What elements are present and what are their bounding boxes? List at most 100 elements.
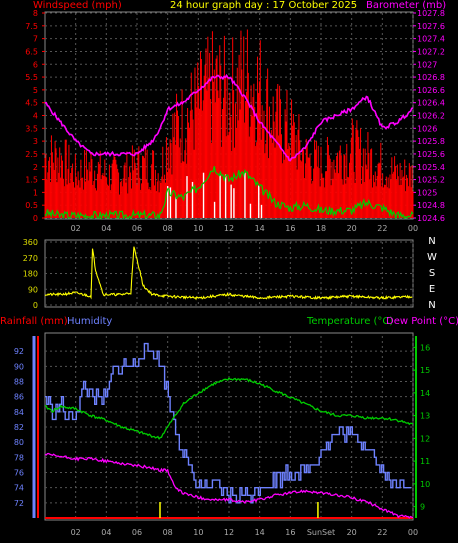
temp-x-tick-label: 08 [163,528,173,537]
chart-title: 24 hour graph day : 17 October 2025 [170,0,358,11]
direction-y-tick-label: 360 [23,238,38,247]
temperature-y-tick-label: 10 [420,480,430,489]
wind-y-tick-label: 6.5 [25,47,38,56]
wind-x-tick-label: 00 [408,224,418,233]
barometer-y-tick-label: 1026.6 [417,86,445,95]
rainfall-axis-title: Rainfall (mm) [0,316,68,327]
temp-x-tick-label: 12 [224,528,234,537]
barometer-y-tick-label: 1027 [417,60,437,69]
barometer-axis-title: Barometer (mb) [366,0,447,11]
humidity-y-tick-label: 86 [14,393,24,402]
wind-x-tick-label: 02 [71,224,81,233]
wind-x-tick-label: 16 [285,224,295,233]
compass-label: S [429,268,435,279]
barometer-y-tick-label: 1025.6 [417,150,445,159]
wind-direction-line [44,246,413,301]
humidity-y-tick-label: 92 [14,347,24,356]
barometer-y-tick-label: 1027.2 [417,47,445,56]
barometer-y-tick-label: 1026.4 [417,99,445,108]
direction-y-tick-label: 180 [23,270,38,279]
barometer-y-tick-label: 1025.2 [417,176,445,185]
wind-y-tick-label: 2.5 [25,150,38,159]
humidity-y-tick-label: 90 [14,362,24,371]
temperature-y-tick-label: 12 [420,434,430,443]
temp-x-tick-label: 06 [132,528,142,537]
barometer-y-tick-label: 1027.8 [417,9,445,18]
compass-label: E [429,284,435,295]
temperature-axis-title: Temperature (°C) [307,316,394,327]
wind-y-tick-label: 0 [33,214,38,223]
series-layer [44,29,414,519]
humidity-line [45,342,412,504]
barometer-line [44,73,414,162]
barometer-y-tick-label: 1027.4 [417,35,445,44]
wind-y-tick-label: 1 [33,188,38,197]
wind-x-tick-label: 22 [377,224,387,233]
wind-x-tick-label: 14 [255,224,265,233]
wind-x-tick-label: 20 [347,224,357,233]
wind-y-tick-label: 3 [33,137,38,146]
humidity-y-tick-label: 82 [14,423,24,432]
temperature-y-tick-label: 15 [420,366,430,375]
temp-x-tick-label: 04 [101,528,111,537]
humidity-y-tick-label: 76 [14,469,24,478]
temp-x-tick-label: 02 [71,528,81,537]
temp-x-tick-label: 20 [347,528,357,537]
compass-label: N [428,300,435,311]
barometer-y-tick-label: 1025 [417,188,437,197]
wind-y-tick-label: 7 [33,35,38,44]
wind-y-tick-label: 7.5 [25,22,38,31]
direction-y-tick-label: 0 [33,301,38,310]
wind-y-tick-label: 5.5 [25,73,38,82]
wind-y-tick-label: 5 [33,86,38,95]
humidity-y-tick-label: 80 [14,438,24,447]
wind-x-tick-label: 18 [316,224,326,233]
temperature-line [44,377,414,440]
humidity-axis-title: Humidity [67,316,113,327]
wind-y-tick-label: 0.5 [25,201,38,210]
temp-x-tick-label: 22 [377,528,387,537]
wind-y-tick-label: 3.5 [25,124,38,133]
direction-y-tick-label: 270 [23,254,38,263]
humidity-y-tick-label: 84 [14,408,24,417]
compass-label: N [428,236,435,247]
wind-x-tick-label: 06 [132,224,142,233]
wind-x-tick-label: 10 [193,224,203,233]
temp-x-tick-label: 14 [255,528,265,537]
tick-layer: 8 7.5 7 6.5 6 5.5 5 4.5 4 3.5 3 2.5 2 1.5 1 0.5 0 1027.8 1… [14,9,445,537]
wind-y-tick-label: 6 [33,60,38,69]
wind-x-tick-label: 12 [224,224,234,233]
barometer-y-tick-label: 1025.8 [417,137,445,146]
average-wind-line [44,166,414,221]
temperature-y-tick-label: 14 [420,389,430,398]
temperature-y-tick-label: 9 [420,503,425,512]
humidity-y-tick-label: 88 [14,378,24,387]
temp-x-tick-label: SunSet [307,528,335,537]
dew-point-axis-title: Dew Point (°C) [386,316,458,327]
humidity-y-tick-label: 74 [14,484,24,493]
wind-y-tick-label: 4 [33,112,38,121]
temperature-y-tick-label: 11 [420,457,430,466]
wind-x-tick-label: 04 [101,224,111,233]
barometer-y-tick-label: 1024.8 [417,201,445,210]
direction-y-tick-label: 90 [28,285,38,294]
windspeed-axis-title: Windspeed (mph) [33,0,122,11]
temp-x-tick-label: 10 [193,528,203,537]
barometer-y-tick-label: 1027.6 [417,22,445,31]
compass-label: W [427,252,437,263]
dew-point-line [44,452,414,519]
barometer-y-tick-label: 1024.6 [417,214,445,223]
barometer-y-tick-label: 1025.4 [417,163,445,172]
barometer-y-tick-label: 1026 [417,124,437,133]
wind-y-tick-label: 8 [33,9,38,18]
wind-y-tick-label: 2 [33,163,38,172]
temperature-y-tick-label: 16 [420,343,430,352]
wind-y-tick-label: 4.5 [25,99,38,108]
barometer-y-tick-label: 1026.8 [417,73,445,82]
wind-y-tick-label: 1.5 [25,176,38,185]
temp-x-tick-label: 16 [285,528,295,537]
humidity-y-tick-label: 72 [14,499,24,508]
temp-x-tick-label: 00 [408,528,418,537]
barometer-y-tick-label: 1026.2 [417,112,445,121]
